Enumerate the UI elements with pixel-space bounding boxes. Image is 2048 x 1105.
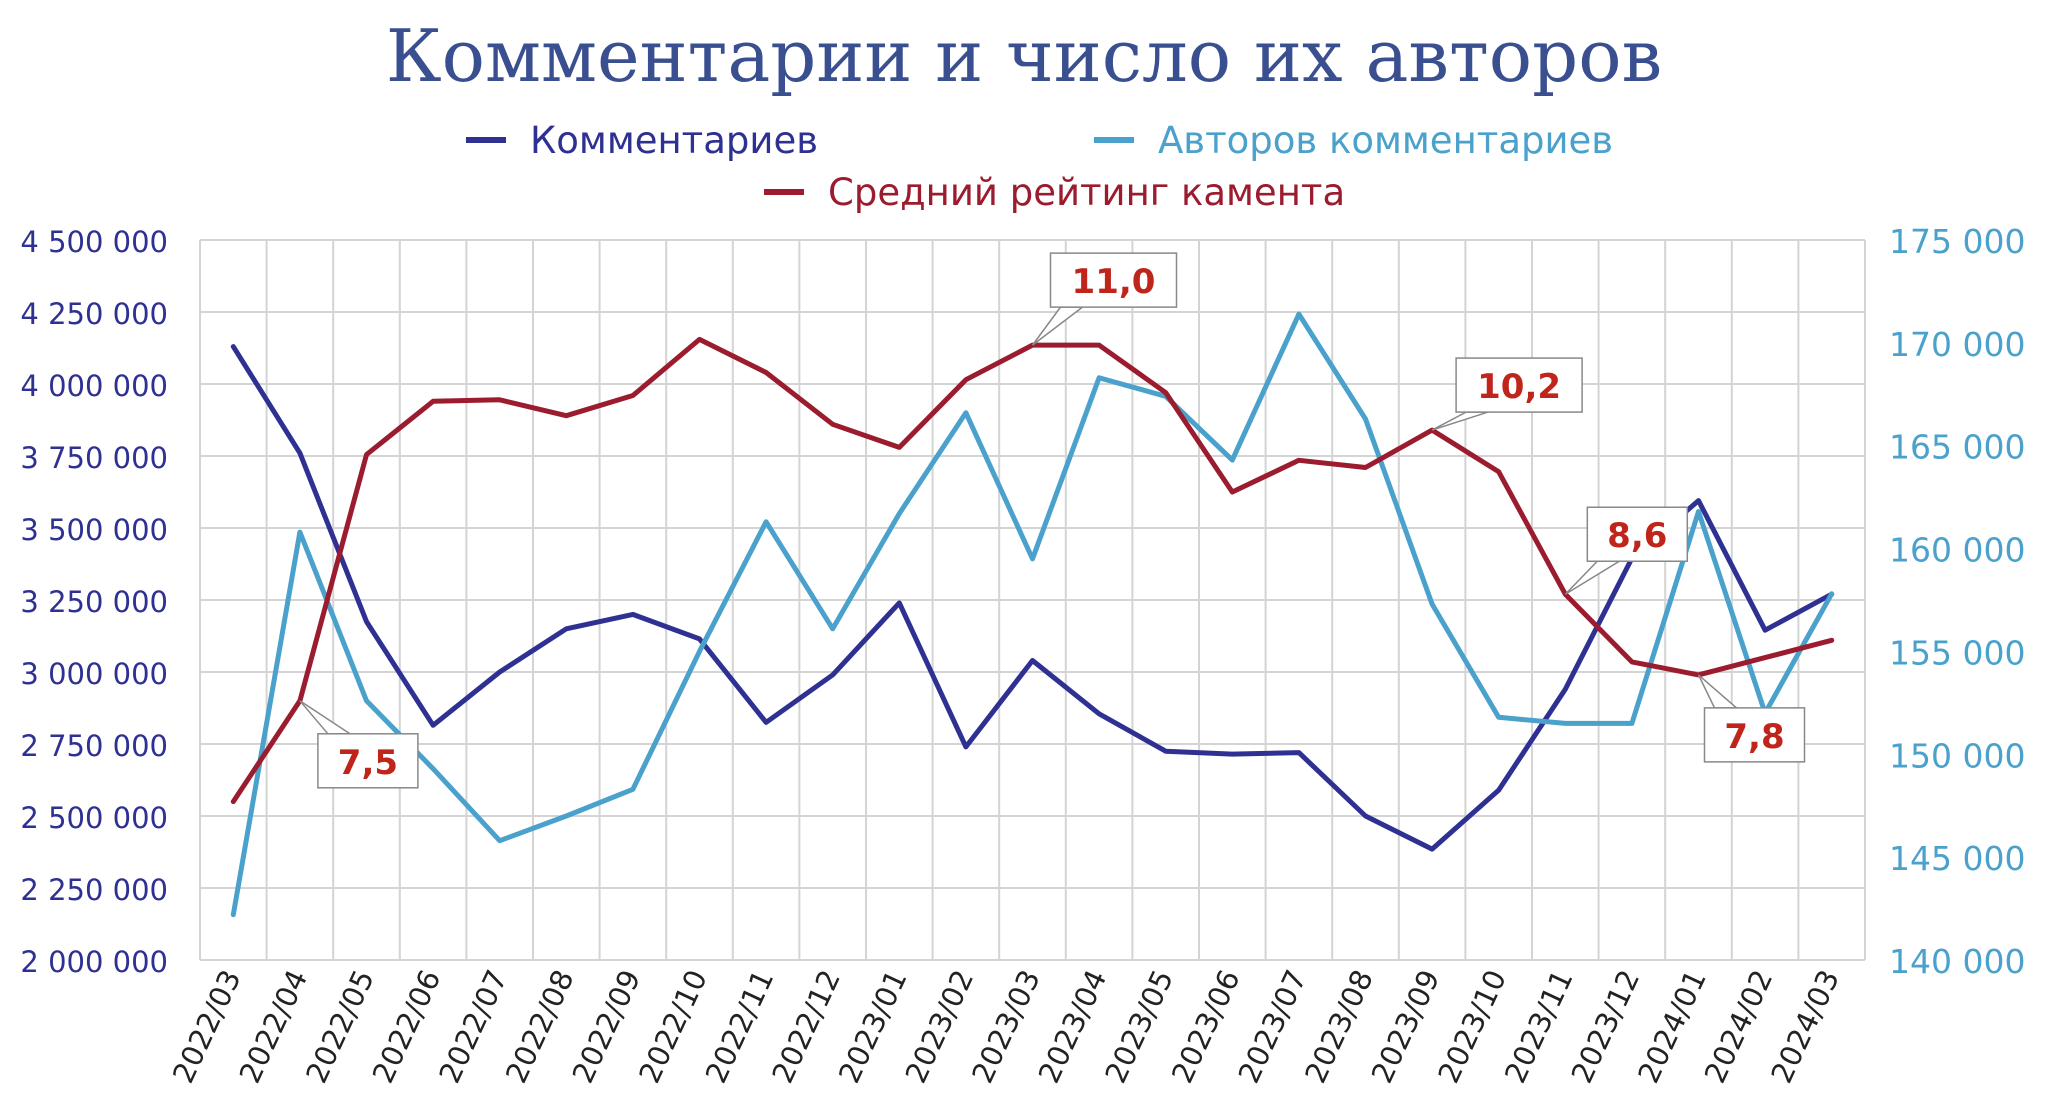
left-axis-tick-label: 4 250 000 bbox=[20, 297, 168, 331]
chart-title: Комментарии и число их авторов bbox=[385, 14, 1663, 98]
annotation-box bbox=[1455, 357, 1583, 413]
annotation-label: 7,5 bbox=[338, 743, 398, 783]
left-axis-tick-label: 4 500 000 bbox=[20, 225, 168, 259]
right-axis-tick-label: 145 000 bbox=[1889, 839, 2025, 878]
annotation-box bbox=[1049, 252, 1178, 308]
series-line-2 bbox=[230, 311, 1835, 918]
legend-label-rating: Средний рейтинг камента bbox=[828, 171, 1346, 214]
annotation-box bbox=[1586, 506, 1689, 562]
right-axis-tick-label: 155 000 bbox=[1889, 633, 2025, 672]
legend-swatch-comments bbox=[466, 136, 506, 143]
annotation-label: 10,2 bbox=[1477, 367, 1561, 407]
right-axis-tick-label: 165 000 bbox=[1889, 428, 2025, 467]
right-axis-tick-label: 160 000 bbox=[1889, 531, 2025, 570]
annotation-pointer bbox=[299, 700, 353, 735]
annotation-pointer bbox=[1564, 560, 1622, 595]
annotation-label: 11,0 bbox=[1072, 262, 1156, 302]
left-axis-tick-label: 4 000 000 bbox=[20, 369, 168, 403]
legend-swatch-authors bbox=[1094, 136, 1134, 143]
left-axis-tick-label: 2 500 000 bbox=[20, 801, 168, 835]
legend-item-comments: Комментариев bbox=[466, 116, 818, 166]
annotation-label: 8,6 bbox=[1607, 516, 1667, 556]
annotation-box bbox=[317, 733, 419, 789]
annotation-label: 7,8 bbox=[1724, 717, 1784, 757]
left-axis-tick-label: 2 000 000 bbox=[20, 945, 168, 979]
left-axis-tick-label: 3 750 000 bbox=[20, 441, 168, 475]
left-axis-tick-label: 2 750 000 bbox=[20, 729, 168, 763]
legend-item-authors: Авторов комментариев bbox=[1094, 116, 1613, 166]
left-axis-tick-label: 3 000 000 bbox=[20, 657, 168, 691]
legend-label-comments: Комментариев bbox=[530, 119, 819, 162]
left-axis-tick-label: 2 250 000 bbox=[20, 873, 168, 907]
legend-label-authors: Авторов комментариев bbox=[1158, 119, 1614, 162]
series-line-1 bbox=[230, 344, 1835, 852]
right-axis-tick-label: 150 000 bbox=[1889, 736, 2025, 775]
right-axis-tick-label: 175 000 bbox=[1889, 222, 2025, 261]
left-axis-tick-label: 3 500 000 bbox=[20, 513, 168, 547]
legend-item-rating: Средний рейтинг камента bbox=[764, 168, 1345, 218]
legend-swatch-rating bbox=[764, 188, 804, 195]
right-axis-tick-label: 170 000 bbox=[1889, 325, 2025, 364]
annotation-box bbox=[1703, 707, 1806, 763]
right-axis-tick-label: 140 000 bbox=[1889, 942, 2025, 981]
annotation-pointer bbox=[1431, 411, 1489, 431]
left-axis-tick-label: 3 250 000 bbox=[20, 585, 168, 619]
